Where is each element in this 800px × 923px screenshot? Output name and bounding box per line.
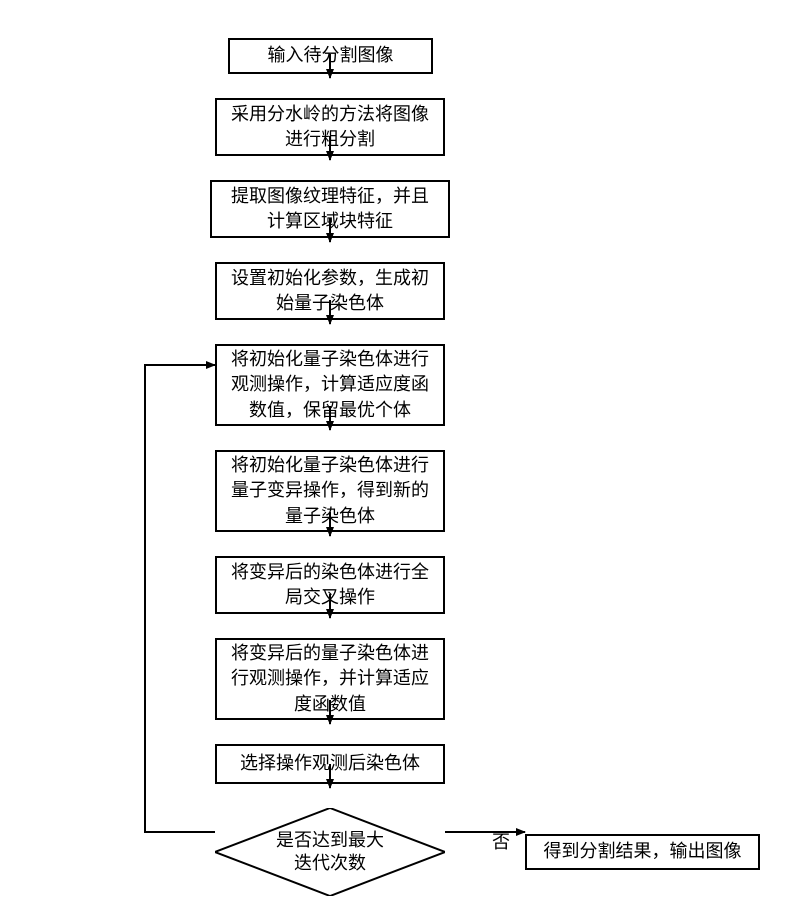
node-decision-max-iter: 是否达到最大迭代次数 (215, 808, 445, 896)
node-label: 设置初始化参数，生成初始量子染色体 (231, 266, 429, 316)
node-input-image: 输入待分割图像 (228, 38, 433, 74)
node-label: 将初始化量子染色体进行观测操作，计算适应度函数值，保留最优个体 (231, 347, 429, 423)
node-init-params: 设置初始化参数，生成初始量子染色体 (215, 262, 445, 320)
node-label: 将变异后的量子染色体进行观测操作，并计算适应度函数值 (231, 641, 429, 717)
node-select-chromosome: 选择操作观测后染色体 (215, 744, 445, 784)
node-observe-fitness: 将初始化量子染色体进行观测操作，计算适应度函数值，保留最优个体 (215, 344, 445, 426)
node-label: 提取图像纹理特征，并且计算区域块特征 (231, 184, 429, 234)
node-output-result: 得到分割结果，输出图像 (525, 834, 760, 870)
node-label: 输入待分割图像 (268, 43, 394, 68)
node-label: 将初始化量子染色体进行量子变异操作，得到新的量子染色体 (231, 453, 429, 529)
node-observe-mutated: 将变异后的量子染色体进行观测操作，并计算适应度函数值 (215, 638, 445, 720)
node-label: 是否达到最大迭代次数 (276, 829, 384, 876)
node-label: 采用分水岭的方法将图像进行粗分割 (231, 102, 429, 152)
node-label: 得到分割结果，输出图像 (544, 839, 742, 864)
node-extract-texture: 提取图像纹理特征，并且计算区域块特征 (210, 180, 450, 238)
node-label: 将变异后的染色体进行全局交叉操作 (231, 560, 429, 610)
node-quantum-mutation: 将初始化量子染色体进行量子变异操作，得到新的量子染色体 (215, 450, 445, 532)
node-watershed-segment: 采用分水岭的方法将图像进行粗分割 (215, 98, 445, 156)
edge-label-yes: 否 (490, 828, 512, 854)
node-global-crossover: 将变异后的染色体进行全局交叉操作 (215, 556, 445, 614)
node-label: 选择操作观测后染色体 (240, 751, 420, 776)
